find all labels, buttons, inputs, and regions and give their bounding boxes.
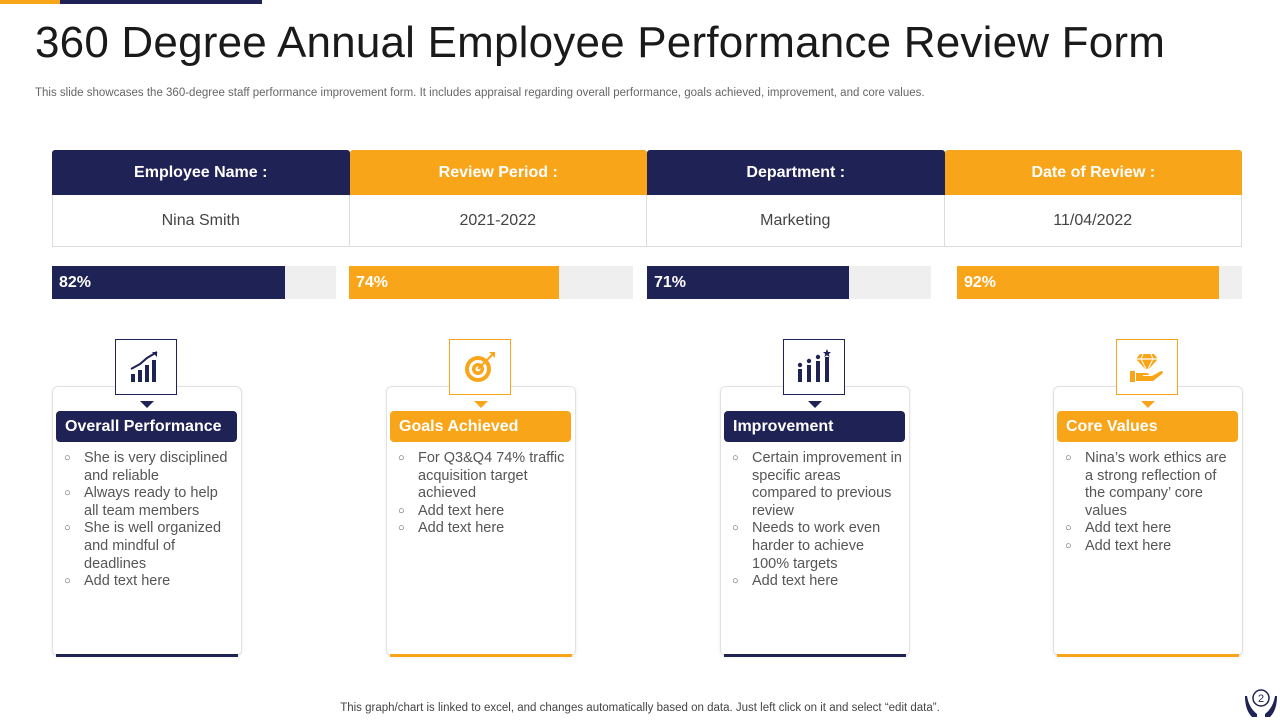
progress-bar-overall[interactable]: 82%: [52, 266, 336, 299]
info-col-review-period: Review Period : 2021-2022: [349, 150, 647, 247]
progress-bar-goals[interactable]: 74%: [349, 266, 633, 299]
info-header: Employee Name :: [52, 150, 350, 195]
page-subtitle: This slide showcases the 360-degree staf…: [35, 87, 925, 99]
card-pointer: [474, 401, 488, 408]
info-value[interactable]: Marketing: [647, 195, 945, 247]
card-bottom-accent: [1057, 654, 1239, 657]
info-value[interactable]: 11/04/2022: [944, 195, 1242, 247]
card-pointer: [808, 401, 822, 408]
progress-fill: [349, 266, 560, 299]
list-item: Certain improvement in specific areas co…: [732, 450, 904, 520]
card-title: Improvement: [724, 411, 905, 442]
top-accent-navy: [60, 0, 262, 4]
card-title: Goals Achieved: [390, 411, 571, 442]
card-list: She is very disciplined and reliable Alw…: [64, 450, 236, 591]
info-value[interactable]: 2021-2022: [349, 195, 647, 247]
team-growth-icon: [783, 339, 845, 395]
card-title: Core Values: [1057, 411, 1238, 442]
info-col-date-of-review: Date of Review : 11/04/2022: [944, 150, 1242, 247]
progress-fill: [647, 266, 849, 299]
card-goals-achieved: Goals Achieved For Q3&Q4 74% traffic acq…: [386, 339, 576, 658]
page-number-badge: 2: [1245, 688, 1277, 718]
progress-fill: [52, 266, 285, 299]
list-item[interactable]: Add text here: [1065, 520, 1237, 538]
progress-label: 71%: [654, 274, 687, 291]
progress-label: 74%: [356, 274, 389, 291]
list-item: She is very disciplined and reliable: [64, 450, 236, 485]
card-bottom-accent: [724, 654, 906, 657]
progress-fill: [957, 266, 1220, 299]
progress-bar-improvement[interactable]: 71%: [647, 266, 931, 299]
info-col-employee-name: Employee Name : Nina Smith: [52, 150, 350, 247]
card-list: For Q3&Q4 74% traffic acquisition target…: [398, 450, 570, 538]
top-accent-gold: [0, 0, 60, 4]
list-item[interactable]: Add text here: [398, 520, 570, 538]
progress-bar-core-values[interactable]: 92%: [957, 266, 1242, 299]
card-pointer: [1141, 401, 1155, 408]
list-item: Nina’s work ethics are a strong reflecti…: [1065, 450, 1237, 520]
list-item[interactable]: Add text here: [64, 573, 236, 591]
card-list: Nina’s work ethics are a strong reflecti…: [1065, 450, 1237, 556]
hands-globe-icon: 2: [1245, 689, 1277, 717]
list-item: She is well organized and mindful of dea…: [64, 520, 236, 573]
card-title: Overall Performance: [56, 411, 237, 442]
card-list: Certain improvement in specific areas co…: [732, 450, 904, 591]
card-bottom-accent: [56, 654, 238, 657]
info-value[interactable]: Nina Smith: [52, 195, 350, 247]
list-item[interactable]: Add text here: [398, 503, 570, 521]
progress-label: 82%: [59, 274, 92, 291]
list-item[interactable]: Add text here: [732, 573, 904, 591]
diamond-hand-icon: [1116, 339, 1178, 395]
card-core-values: Core Values Nina’s work ethics are a str…: [1053, 339, 1243, 658]
list-item: Always ready to help all team members: [64, 485, 236, 520]
list-item: Needs to work even harder to achieve 100…: [732, 520, 904, 573]
growth-chart-icon: [115, 339, 177, 395]
page-number: 2: [1258, 693, 1264, 705]
info-header: Review Period :: [349, 150, 647, 195]
info-header: Department :: [647, 150, 945, 195]
info-header: Date of Review :: [944, 150, 1242, 195]
card-pointer: [140, 401, 154, 408]
progress-label: 92%: [964, 274, 997, 291]
list-item: For Q3&Q4 74% traffic acquisition target…: [398, 450, 570, 503]
list-item[interactable]: Add text here: [1065, 538, 1237, 556]
card-improvement: Improvement Certain improvement in speci…: [720, 339, 910, 658]
footer-note: This graph/chart is linked to excel, and…: [340, 702, 940, 714]
page-title: 360 Degree Annual Employee Performance R…: [35, 18, 1166, 67]
info-col-department: Department : Marketing: [647, 150, 945, 247]
employee-info-table: Employee Name : Nina Smith Review Period…: [52, 150, 1242, 247]
card-overall-performance: Overall Performance She is very discipli…: [52, 339, 242, 658]
target-arrow-icon: [449, 339, 511, 395]
card-bottom-accent: [390, 654, 572, 657]
